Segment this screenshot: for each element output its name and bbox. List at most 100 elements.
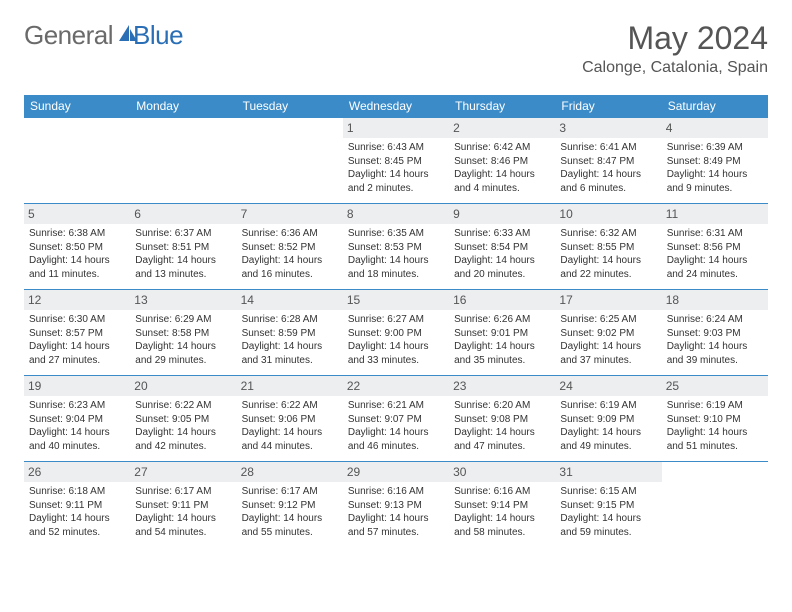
sunset-text: Sunset: 9:13 PM	[348, 499, 444, 513]
day-number: 7	[237, 204, 343, 224]
calendar-weekday-header: SundayMondayTuesdayWednesdayThursdayFrid…	[24, 95, 768, 118]
sunset-text: Sunset: 8:55 PM	[560, 241, 656, 255]
calendar-day-cell: 20Sunrise: 6:22 AMSunset: 9:05 PMDayligh…	[130, 376, 236, 462]
calendar-day-cell: 3Sunrise: 6:41 AMSunset: 8:47 PMDaylight…	[555, 118, 661, 204]
calendar-day-cell: 10Sunrise: 6:32 AMSunset: 8:55 PMDayligh…	[555, 204, 661, 290]
day-number: 30	[449, 462, 555, 482]
sunrise-text: Sunrise: 6:33 AM	[454, 227, 550, 241]
calendar-day-cell: 18Sunrise: 6:24 AMSunset: 9:03 PMDayligh…	[662, 290, 768, 376]
daylight-text: Daylight: 14 hours and 22 minutes.	[560, 254, 656, 281]
calendar-day-cell	[24, 118, 130, 204]
sunrise-text: Sunrise: 6:25 AM	[560, 313, 656, 327]
sunrise-text: Sunrise: 6:30 AM	[29, 313, 125, 327]
sunrise-text: Sunrise: 6:36 AM	[242, 227, 338, 241]
day-number: 12	[24, 290, 130, 310]
daylight-text: Daylight: 14 hours and 57 minutes.	[348, 512, 444, 539]
calendar-day-cell: 28Sunrise: 6:17 AMSunset: 9:12 PMDayligh…	[237, 462, 343, 548]
sunrise-text: Sunrise: 6:17 AM	[242, 485, 338, 499]
daylight-text: Daylight: 14 hours and 40 minutes.	[29, 426, 125, 453]
brand-text-blue: Blue	[133, 20, 183, 51]
calendar-day-cell: 17Sunrise: 6:25 AMSunset: 9:02 PMDayligh…	[555, 290, 661, 376]
day-number: 29	[343, 462, 449, 482]
sunrise-text: Sunrise: 6:27 AM	[348, 313, 444, 327]
sunrise-text: Sunrise: 6:15 AM	[560, 485, 656, 499]
day-number: 16	[449, 290, 555, 310]
calendar-day-cell: 9Sunrise: 6:33 AMSunset: 8:54 PMDaylight…	[449, 204, 555, 290]
sunset-text: Sunset: 9:06 PM	[242, 413, 338, 427]
daylight-text: Daylight: 14 hours and 6 minutes.	[560, 168, 656, 195]
sunrise-text: Sunrise: 6:24 AM	[667, 313, 763, 327]
daylight-text: Daylight: 14 hours and 49 minutes.	[560, 426, 656, 453]
calendar-day-cell: 26Sunrise: 6:18 AMSunset: 9:11 PMDayligh…	[24, 462, 130, 548]
day-number: 17	[555, 290, 661, 310]
day-number: 24	[555, 376, 661, 396]
sunrise-text: Sunrise: 6:19 AM	[667, 399, 763, 413]
calendar-day-cell: 15Sunrise: 6:27 AMSunset: 9:00 PMDayligh…	[343, 290, 449, 376]
calendar-day-cell: 21 Sunrise: 6:22 AMSunset: 9:06 PMDayligh…	[237, 376, 343, 462]
sunset-text: Sunset: 9:11 PM	[135, 499, 231, 513]
calendar-week-row: 19Sunrise: 6:23 AMSunset: 9:04 PMDayligh…	[24, 376, 768, 462]
header: General Blue May 2024 Calonge, Catalonia…	[24, 20, 768, 77]
sunset-text: Sunset: 8:46 PM	[454, 155, 550, 169]
sunrise-text: Sunrise: 6:38 AM	[29, 227, 125, 241]
day-number: 3	[555, 118, 661, 138]
day-number: 28	[237, 462, 343, 482]
daylight-text: Daylight: 14 hours and 39 minutes.	[667, 340, 763, 367]
calendar-day-cell: 2Sunrise: 6:42 AMSunset: 8:46 PMDaylight…	[449, 118, 555, 204]
day-number: 13	[130, 290, 236, 310]
sunset-text: Sunset: 9:09 PM	[560, 413, 656, 427]
sunrise-text: Sunrise: 6:29 AM	[135, 313, 231, 327]
daylight-text: Daylight: 14 hours and 44 minutes.	[242, 426, 338, 453]
calendar-day-cell: 12Sunrise: 6:30 AMSunset: 8:57 PMDayligh…	[24, 290, 130, 376]
calendar-day-cell: 4Sunrise: 6:39 AMSunset: 8:49 PMDaylight…	[662, 118, 768, 204]
calendar-day-cell: 24Sunrise: 6:19 AMSunset: 9:09 PMDayligh…	[555, 376, 661, 462]
daylight-text: Daylight: 14 hours and 58 minutes.	[454, 512, 550, 539]
weekday-header-cell: Wednesday	[343, 95, 449, 118]
title-block: May 2024 Calonge, Catalonia, Spain	[582, 20, 768, 77]
calendar-day-cell	[237, 118, 343, 204]
day-number: 15	[343, 290, 449, 310]
sunrise-text: Sunrise: 6:37 AM	[135, 227, 231, 241]
sunset-text: Sunset: 9:15 PM	[560, 499, 656, 513]
sunrise-text: Sunrise: 6:42 AM	[454, 141, 550, 155]
sunrise-text: Sunrise: 6:26 AM	[454, 313, 550, 327]
day-number: 22	[343, 376, 449, 396]
daylight-text: Daylight: 14 hours and 18 minutes.	[348, 254, 444, 281]
calendar-day-cell: 23Sunrise: 6:20 AMSunset: 9:08 PMDayligh…	[449, 376, 555, 462]
sunset-text: Sunset: 9:11 PM	[29, 499, 125, 513]
sunset-text: Sunset: 8:51 PM	[135, 241, 231, 255]
weekday-header-cell: Sunday	[24, 95, 130, 118]
daylight-text: Daylight: 14 hours and 9 minutes.	[667, 168, 763, 195]
sunrise-text: Sunrise: 6:28 AM	[242, 313, 338, 327]
sunrise-text: Sunrise: 6:21 AM	[348, 399, 444, 413]
sunrise-text: Sunrise: 6:31 AM	[667, 227, 763, 241]
calendar-week-row: 12Sunrise: 6:30 AMSunset: 8:57 PMDayligh…	[24, 290, 768, 376]
day-number: 20	[130, 376, 236, 396]
daylight-text: Daylight: 14 hours and 47 minutes.	[454, 426, 550, 453]
calendar-week-row: 5Sunrise: 6:38 AMSunset: 8:50 PMDaylight…	[24, 204, 768, 290]
calendar-day-cell: 19Sunrise: 6:23 AMSunset: 9:04 PMDayligh…	[24, 376, 130, 462]
sunset-text: Sunset: 9:07 PM	[348, 413, 444, 427]
brand-logo: General Blue	[24, 20, 183, 51]
sunrise-text: Sunrise: 6:16 AM	[348, 485, 444, 499]
sunset-text: Sunset: 9:08 PM	[454, 413, 550, 427]
calendar-day-cell: 29 Sunrise: 6:16 AMSunset: 9:13 PMDayligh…	[343, 462, 449, 548]
sunset-text: Sunset: 9:10 PM	[667, 413, 763, 427]
sunrise-text: Sunrise: 6:22 AM	[242, 399, 338, 413]
sunrise-text: Sunrise: 6:16 AM	[454, 485, 550, 499]
daylight-text: Daylight: 14 hours and 33 minutes.	[348, 340, 444, 367]
sunset-text: Sunset: 9:01 PM	[454, 327, 550, 341]
day-number: 23	[449, 376, 555, 396]
day-number: 11	[662, 204, 768, 224]
day-number: 18	[662, 290, 768, 310]
day-number: 21	[237, 376, 343, 396]
day-number: 10	[555, 204, 661, 224]
weekday-header-cell: Friday	[555, 95, 661, 118]
weekday-header-cell: Tuesday	[237, 95, 343, 118]
weekday-header-cell: Monday	[130, 95, 236, 118]
calendar-day-cell: 8Sunrise: 6:35 AMSunset: 8:53 PMDaylight…	[343, 204, 449, 290]
calendar-day-cell: 30Sunrise: 6:16 AMSunset: 9:14 PMDayligh…	[449, 462, 555, 548]
calendar-day-cell	[130, 118, 236, 204]
calendar-day-cell: 7Sunrise: 6:36 AMSunset: 8:52 PMDaylight…	[237, 204, 343, 290]
daylight-text: Daylight: 14 hours and 52 minutes.	[29, 512, 125, 539]
